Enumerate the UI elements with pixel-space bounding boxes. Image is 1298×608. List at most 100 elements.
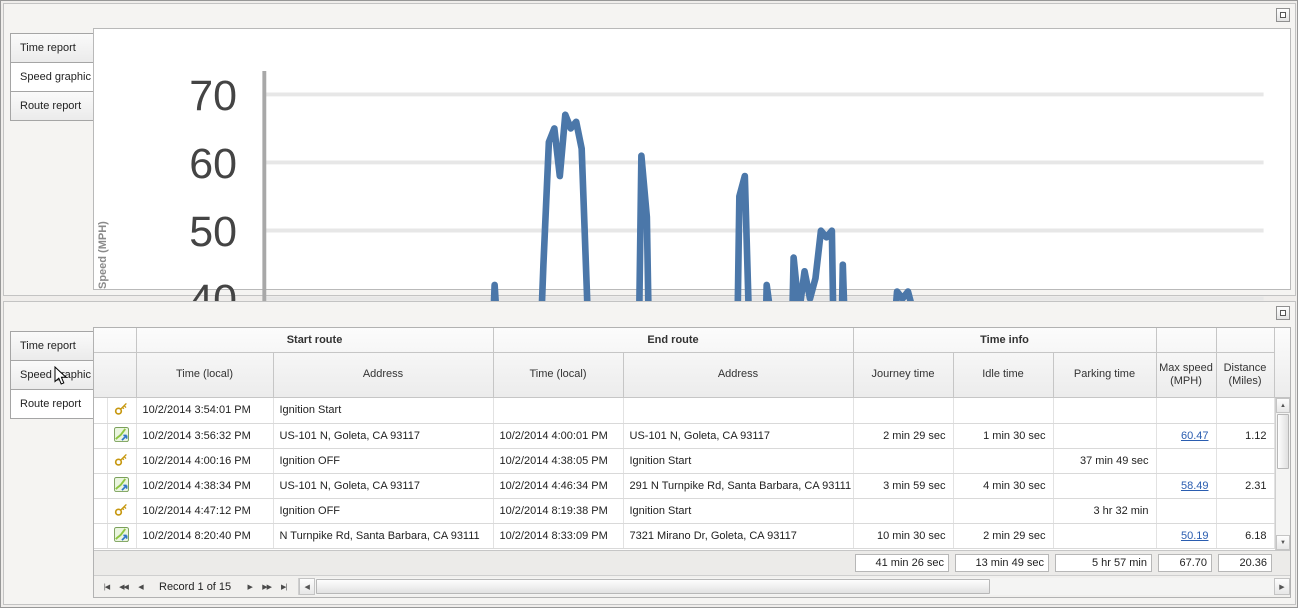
summary-journey-time: 41 min 26 sec xyxy=(855,554,949,572)
max-speed-link[interactable]: 58.49 xyxy=(1180,479,1209,492)
bottom-panel-collapse-button[interactable] xyxy=(1276,306,1290,320)
bottom-panel-tab-strip: Time report Speed graphic Route report xyxy=(10,331,94,419)
nav-next-button[interactable]: ▶ xyxy=(247,583,252,591)
cell-distance xyxy=(1216,498,1275,524)
cell-distance: 1.12 xyxy=(1216,423,1275,449)
route-report-grid: Start route End route Time info Time (lo… xyxy=(93,327,1291,598)
row-indicator-cell xyxy=(94,498,108,524)
row-indicator-cell xyxy=(94,448,108,474)
route-report-panel: Time report Speed graphic Route report Sta… xyxy=(3,301,1296,605)
scroll-up-button[interactable]: ▲ xyxy=(1276,398,1290,413)
y-tick-label: 60 xyxy=(189,140,237,188)
nav-prev-page-button[interactable]: ◀◀ xyxy=(119,583,129,591)
scroll-right-button[interactable]: ▶ xyxy=(1274,578,1290,595)
column-header-idle-time[interactable]: Idle time xyxy=(953,352,1054,398)
table-row[interactable]: 10/2/2014 3:54:01 PM Ignition Start xyxy=(94,398,1275,424)
cell-max-speed: 60.47 xyxy=(1156,423,1217,449)
cell-start-address: Ignition Start xyxy=(273,398,494,424)
cell-start-address: US-101 N, Goleta, CA 93117 xyxy=(273,423,494,449)
row-indicator-cell xyxy=(94,523,108,549)
column-group-time-info[interactable]: Time info xyxy=(853,328,1157,353)
cell-idle-time xyxy=(953,498,1054,524)
cell-journey-time xyxy=(853,398,954,424)
collapse-icon xyxy=(1280,12,1286,18)
tab-speed-graphic[interactable]: Speed graphic xyxy=(10,62,94,92)
speed-chart: Speed (MPH) 0102030405060700.00 xyxy=(93,28,1291,596)
summary-row: 41 min 26 sec 13 min 49 sec 5 hr 57 min … xyxy=(94,550,1290,575)
cell-idle-time: 2 min 29 sec xyxy=(953,523,1054,549)
column-header-parking-time[interactable]: Parking time xyxy=(1053,352,1157,398)
cell-start-time: 10/2/2014 3:54:01 PM xyxy=(136,398,274,424)
cell-start-time: 10/2/2014 4:00:16 PM xyxy=(136,448,274,474)
table-row[interactable]: 10/2/2014 4:00:16 PM Ignition OFF 10/2/201… xyxy=(94,448,1275,474)
y-tick-label: 70 xyxy=(189,72,237,120)
route-map-icon xyxy=(107,473,137,499)
chart-y-axis-label: Speed (MPH) xyxy=(97,221,109,289)
tab-route-report[interactable]: Route report xyxy=(10,389,94,419)
cell-start-address: N Turnpike Rd, Santa Barbara, CA 93111 xyxy=(273,523,494,549)
nav-first-button[interactable]: |◀ xyxy=(103,583,110,591)
column-header-end-time[interactable]: Time (local) xyxy=(493,352,624,398)
cell-end-time xyxy=(493,398,624,424)
cell-max-speed: 50.19 xyxy=(1156,523,1217,549)
cell-start-address: Ignition OFF xyxy=(273,498,494,524)
cell-parking-time xyxy=(1053,473,1157,499)
horizontal-scrollbar-thumb[interactable] xyxy=(316,579,990,594)
tab-route-report[interactable]: Route report xyxy=(10,91,94,121)
column-header-end-address[interactable]: Address xyxy=(623,352,854,398)
column-header-distance[interactable]: Distance (Miles) xyxy=(1216,352,1275,398)
row-indicator-cell xyxy=(94,423,108,449)
max-speed-link[interactable]: 60.47 xyxy=(1180,429,1209,442)
cell-end-time: 10/2/2014 4:00:01 PM xyxy=(493,423,624,449)
cell-max-speed xyxy=(1156,448,1217,474)
grid-data-viewport: 10/2/2014 3:54:01 PM Ignition Start 10/2/2… xyxy=(94,398,1275,550)
cell-max-speed xyxy=(1156,498,1217,524)
cell-parking-time xyxy=(1053,423,1157,449)
cell-start-time: 10/2/2014 8:20:40 PM xyxy=(136,523,274,549)
y-tick-label: 50 xyxy=(189,208,237,256)
vertical-scrollbar-thumb[interactable] xyxy=(1277,414,1289,469)
summary-idle-time: 13 min 49 sec xyxy=(955,554,1049,572)
key-icon xyxy=(107,498,137,524)
table-row[interactable]: 10/2/2014 4:47:12 PM Ignition OFF 10/2/201… xyxy=(94,498,1275,524)
tab-speed-graphic[interactable]: Speed graphic xyxy=(10,360,94,390)
cell-journey-time: 3 min 59 sec xyxy=(853,473,954,499)
cell-end-address: US-101 N, Goleta, CA 93117 xyxy=(623,423,854,449)
cell-end-time: 10/2/2014 4:46:34 PM xyxy=(493,473,624,499)
grid-body: 10/2/2014 3:54:01 PM Ignition Start 10/2/2… xyxy=(94,398,1275,549)
horizontal-scrollbar[interactable]: ◀ ▶ xyxy=(298,578,1290,595)
tab-time-report[interactable]: Time report xyxy=(10,331,94,361)
row-indicator-cell xyxy=(94,473,108,499)
column-header-max-speed[interactable]: Max speed (MPH) xyxy=(1156,352,1217,398)
column-group-end-route[interactable]: End route xyxy=(493,328,854,353)
cell-parking-time: 3 hr 32 min xyxy=(1053,498,1157,524)
cell-start-time: 10/2/2014 3:56:32 PM xyxy=(136,423,274,449)
cell-journey-time xyxy=(853,498,954,524)
collapse-icon xyxy=(1280,310,1286,316)
cell-parking-time xyxy=(1053,398,1157,424)
nav-last-button[interactable]: ▶| xyxy=(281,583,287,591)
nav-prev-button[interactable]: ◀ xyxy=(138,583,143,591)
scroll-down-button[interactable]: ▼ xyxy=(1276,535,1290,550)
table-row[interactable]: 10/2/2014 4:38:34 PM US-101 N, Goleta, CA… xyxy=(94,473,1275,499)
top-panel-collapse-button[interactable] xyxy=(1276,8,1290,22)
cell-end-address xyxy=(623,398,854,424)
column-header-journey-time[interactable]: Journey time xyxy=(853,352,954,398)
column-header-start-time[interactable]: Time (local) xyxy=(136,352,274,398)
table-row[interactable]: 10/2/2014 8:20:40 PM N Turnpike Rd, Santa… xyxy=(94,523,1275,549)
max-speed-link[interactable]: 50.19 xyxy=(1180,529,1209,542)
cell-parking-time: 37 min 49 sec xyxy=(1053,448,1157,474)
tab-time-report[interactable]: Time report xyxy=(10,33,94,63)
cell-parking-time xyxy=(1053,523,1157,549)
cell-journey-time xyxy=(853,448,954,474)
cell-start-time: 10/2/2014 4:38:34 PM xyxy=(136,473,274,499)
column-header-start-address[interactable]: Address xyxy=(273,352,494,398)
icon-column-header xyxy=(94,352,137,398)
scroll-left-button[interactable]: ◀ xyxy=(299,578,316,595)
cell-distance: 6.18 xyxy=(1216,523,1275,549)
vertical-scrollbar[interactable]: ▲ ▼ xyxy=(1275,398,1290,550)
table-row[interactable]: 10/2/2014 3:56:32 PM US-101 N, Goleta, CA… xyxy=(94,423,1275,449)
nav-next-page-button[interactable]: ▶▶ xyxy=(262,583,272,591)
column-group-start-route[interactable]: Start route xyxy=(136,328,494,353)
